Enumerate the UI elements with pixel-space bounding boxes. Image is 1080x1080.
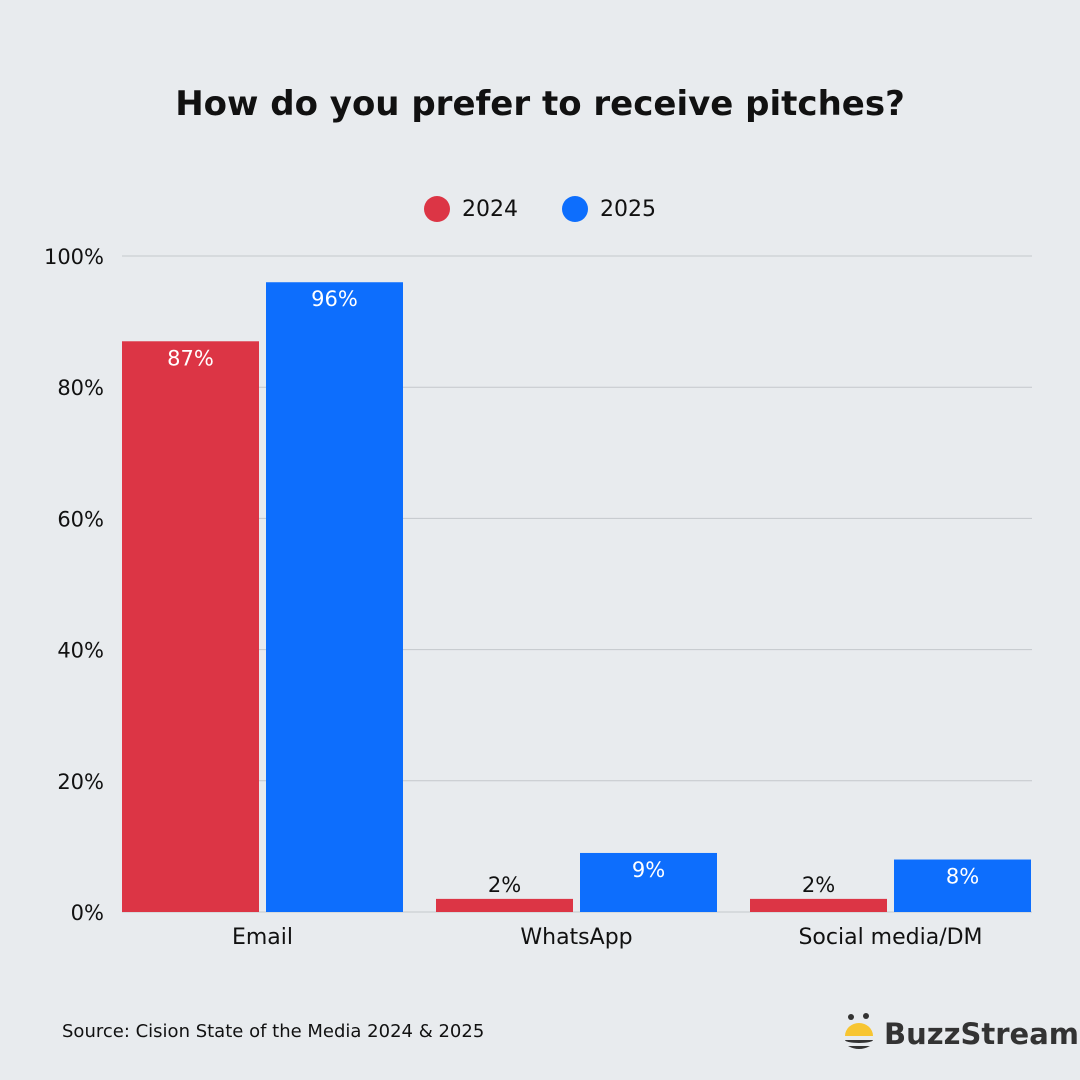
bar-2024-Social media/DM — [750, 898, 887, 912]
bee-logo-icon — [845, 1013, 873, 1049]
logo-text: BuzzStream — [884, 1017, 1080, 1051]
x-tick-label: Email — [232, 925, 293, 950]
data-label: 8% — [946, 865, 979, 889]
legend: 2024 2025 — [0, 196, 1080, 222]
data-label: 96% — [311, 287, 358, 311]
bar-2025-Social media/DM — [894, 859, 1031, 912]
bar-chart: 0% 20% 40% 60% 80% 100% 87% 96% Email 2% 9% WhatsAp… — [44, 245, 1032, 950]
y-tick-label: 100% — [44, 245, 104, 269]
y-tick-label: 0% — [71, 901, 104, 925]
bar-2024-Email — [122, 341, 259, 912]
y-tick-label: 40% — [57, 639, 104, 663]
legend-swatch-2024 — [424, 196, 450, 222]
x-tick-label: Social media/DM — [798, 925, 982, 950]
bar-2025-WhatsApp — [580, 852, 717, 912]
x-tick-label: WhatsApp — [520, 925, 632, 950]
legend-label-2024: 2024 — [462, 196, 518, 222]
legend-label-2025: 2025 — [600, 196, 656, 222]
buzzstream-logo: BuzzStream — [842, 1012, 1079, 1056]
legend-item-2025: 2025 — [562, 196, 656, 222]
y-tick-label: 20% — [57, 770, 104, 794]
chart-title: How do you prefer to receive pitches? — [175, 84, 905, 124]
legend-swatch-2025 — [562, 196, 588, 222]
data-label: 9% — [632, 858, 665, 882]
data-label: 2% — [802, 873, 835, 897]
source-note: Source: Cision State of the Media 2024 &… — [62, 1021, 485, 1042]
bar-2025-Email — [266, 282, 403, 912]
data-label: 2% — [488, 873, 521, 897]
y-tick-label: 60% — [57, 507, 104, 531]
bar-2024-WhatsApp — [436, 898, 573, 912]
data-label: 87% — [167, 346, 214, 370]
legend-item-2024: 2024 — [424, 196, 518, 222]
y-tick-label: 80% — [57, 376, 104, 400]
